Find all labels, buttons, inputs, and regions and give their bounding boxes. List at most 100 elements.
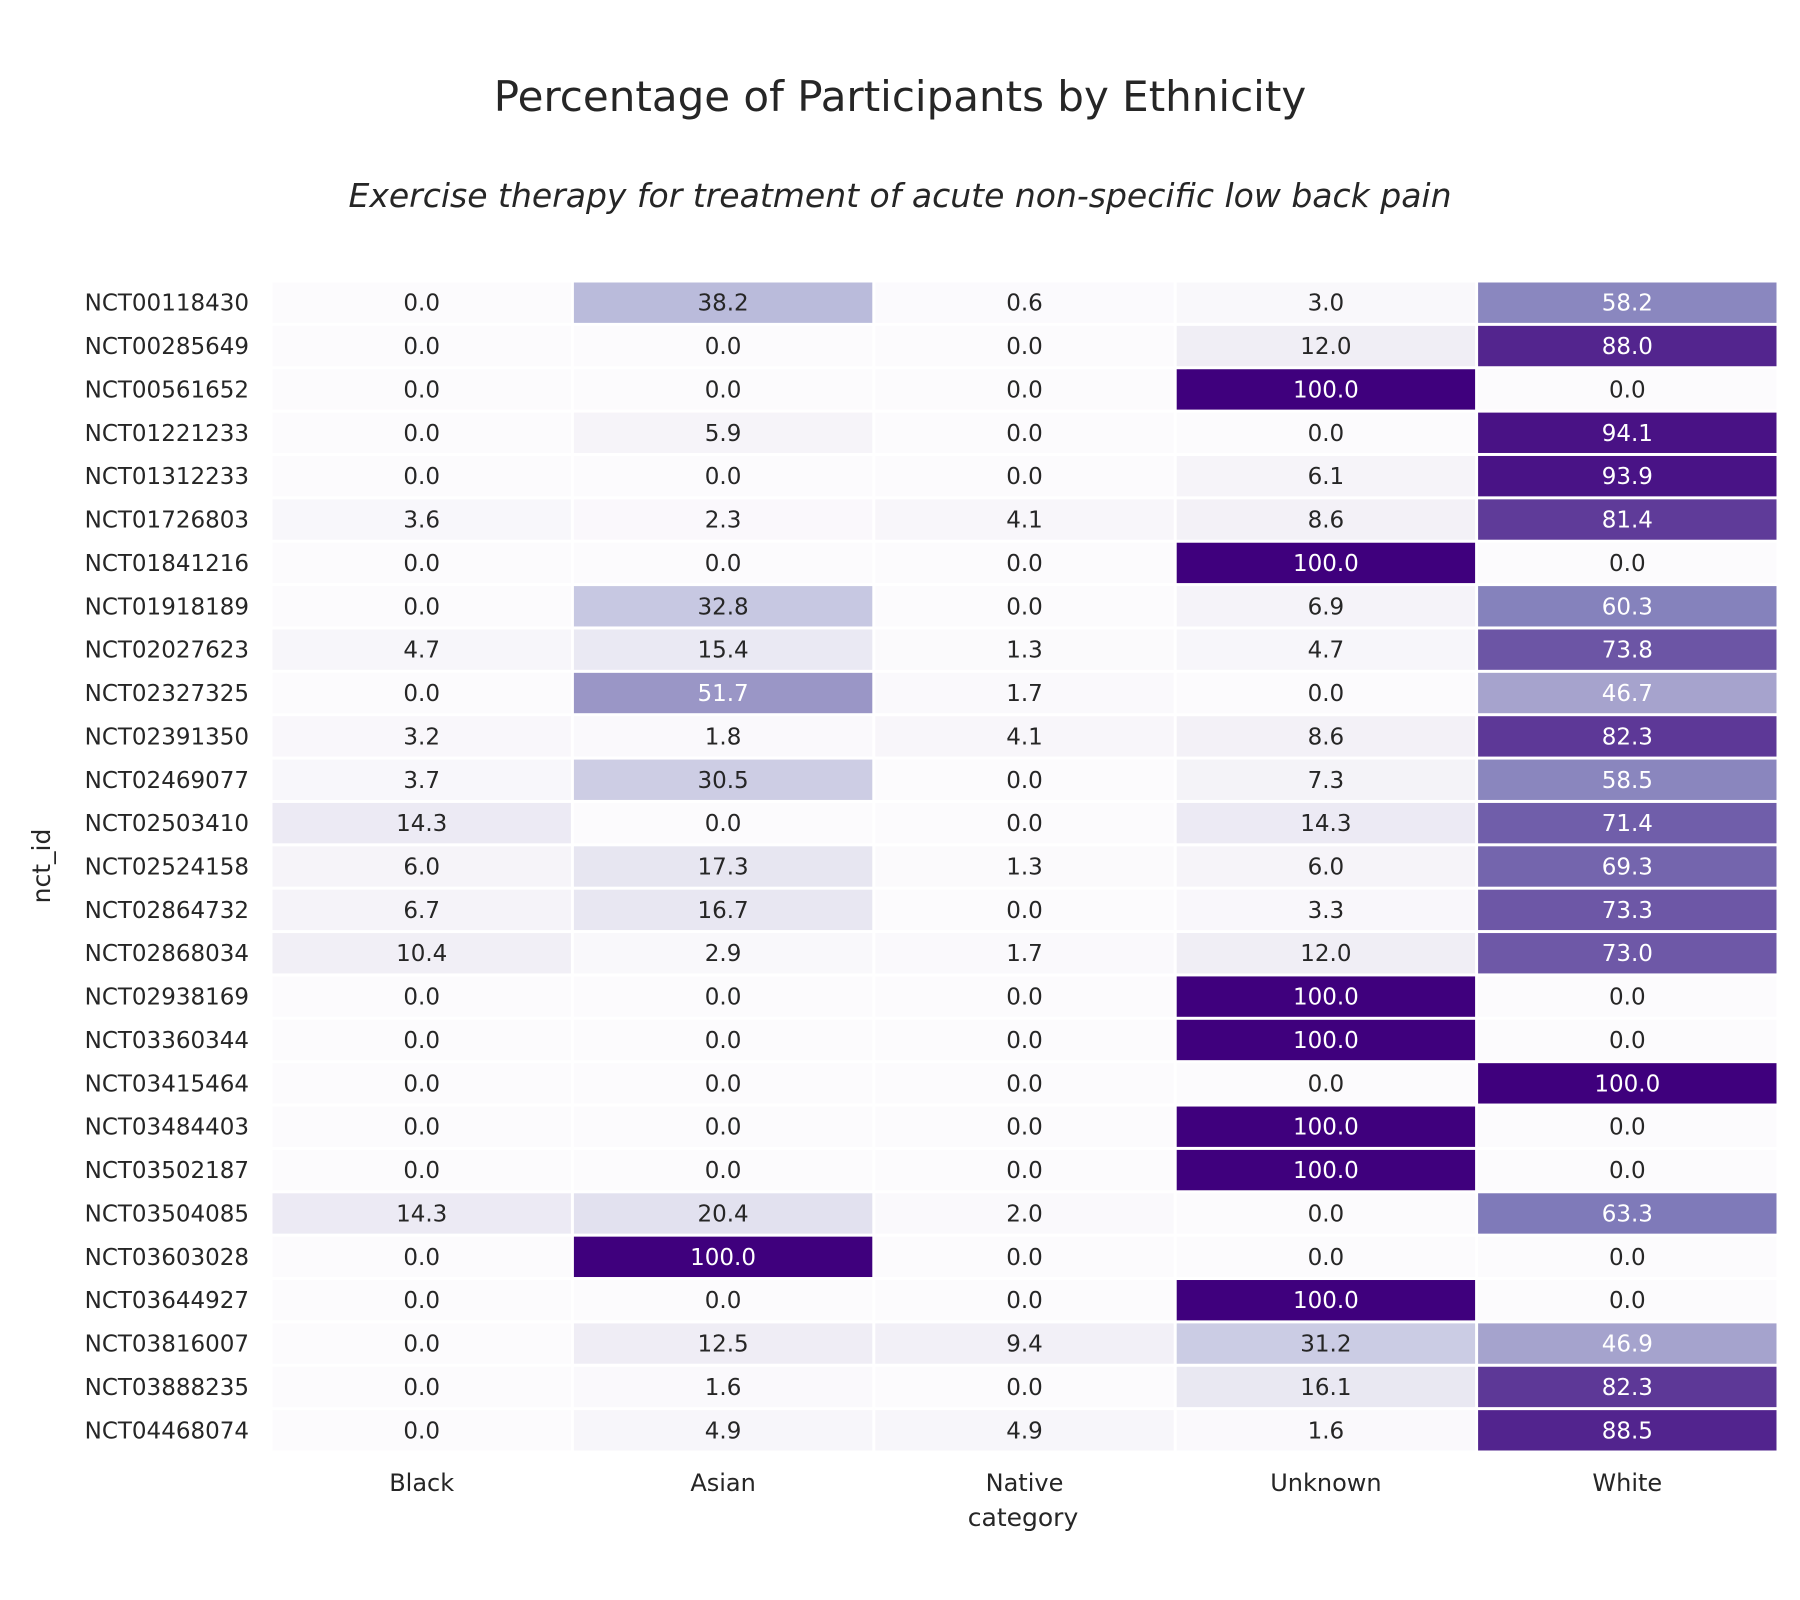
heatmap-cell [875,1063,1174,1104]
heatmap-cell [875,499,1174,540]
row-label: NCT04468074 [85,1418,249,1444]
heatmap-cell [272,933,571,974]
heatmap-cell [573,1410,873,1451]
heatmap-cell [573,1063,873,1104]
row-label: NCT03644927 [85,1288,249,1314]
row-label: NCT02864732 [85,898,249,924]
cell-value-label: 3.0 [1308,291,1345,317]
heatmap-cell [1478,586,1777,627]
row-label: NCT01841216 [85,551,249,577]
heatmap-cell [1176,672,1476,714]
row-labels: NCT00118430 NCT00285649 NCT00561652 NCT0122… [85,291,249,1445]
heatmap-cell [875,412,1174,453]
cell-value-label: 0.0 [1006,1071,1043,1097]
cell-value-label: 88.5 [1602,1418,1653,1444]
cell-value-label: 3.2 [403,724,440,750]
cell-value-label: 9.4 [1006,1332,1043,1358]
heatmap-cell [1478,933,1777,974]
x-axis-label: category [968,1503,1079,1532]
heatmap-cell [573,802,873,844]
row-label: NCT03603028 [85,1245,249,1271]
heatmap-cell [1176,976,1476,1017]
cell-value-label: 0.0 [1006,1375,1043,1401]
cell-value-label: 0.0 [403,1071,440,1097]
cell-value-label: 0.0 [1609,985,1646,1011]
cell-value-label: 0.0 [1308,681,1345,707]
heatmap-cell [1478,846,1777,887]
cell-value-label: 31.2 [1300,1332,1351,1358]
heatmap-cell [875,369,1174,410]
cell-value-label: 73.0 [1602,941,1653,967]
row-label: NCT00561652 [85,377,249,403]
heatmap-cell [1176,499,1476,540]
heatmap-cell [1176,1323,1476,1364]
column-label: Asian [690,1469,756,1497]
heatmap-cell [272,455,571,497]
heatmap-cell [875,282,1174,323]
heatmap-cell [875,542,1174,584]
heatmap-cell [272,1149,571,1191]
cell-value-label: 0.0 [403,1115,440,1141]
heatmap-cell [272,1366,571,1408]
heatmap-cell [1478,1236,1777,1278]
heatmap-cell [1478,412,1777,453]
cell-value-label: 0.0 [1006,1158,1043,1184]
heatmap-cell [875,1019,1174,1061]
column-label: Native [986,1469,1064,1497]
heatmap-cell [1478,672,1777,714]
heatmap-cell [272,369,571,410]
heatmap-cell [875,802,1174,844]
heatmap-cell [272,629,571,670]
heatmap-cell [573,1280,873,1321]
heatmap-cell [1176,889,1476,931]
cell-value-label: 100.0 [1293,1288,1359,1314]
heatmap-cell [272,412,571,453]
heatmap-cell [272,716,571,757]
cell-value-label: 81.4 [1602,508,1653,534]
cell-value-label: 82.3 [1602,724,1653,750]
cell-value-label: 100.0 [1293,551,1359,577]
heatmap-cell [573,499,873,540]
heatmap-cell [573,455,873,497]
heatmap-cell [272,976,571,1017]
heatmap-cell [272,586,571,627]
heatmap-cell [875,1280,1174,1321]
heatmap-cell [272,846,571,887]
column-label: Unknown [1270,1469,1381,1497]
cell-value-label: 0.0 [705,1115,742,1141]
cell-value-label: 1.7 [1006,941,1043,967]
cell-value-label: 0.0 [1609,1028,1646,1054]
cell-value-label: 0.0 [1308,421,1345,447]
heatmap-cell [573,586,873,627]
cell-value-label: 1.8 [705,724,742,750]
cell-value-label: 12.5 [697,1332,748,1358]
heatmap-cell [1478,1106,1777,1147]
row-label: NCT03504085 [85,1201,249,1227]
cell-value-label: 0.0 [705,464,742,490]
heatmap-cell [573,933,873,974]
cell-value-label: 3.3 [1308,898,1345,924]
cell-value-label: 0.0 [1308,1071,1345,1097]
heatmap-cell [875,629,1174,670]
cell-value-label: 17.3 [697,855,748,881]
heatmap-cell [1478,1193,1777,1234]
row-label: NCT02469077 [85,768,249,794]
row-label: NCT03888235 [85,1375,249,1401]
y-axis-label: nct_id [27,829,56,904]
cell-value-label: 3.7 [403,768,440,794]
row-label: NCT03816007 [85,1332,249,1358]
heatmap-cell [1478,1410,1777,1451]
heatmap-cell [875,586,1174,627]
cell-value-label: 6.9 [1308,594,1345,620]
heatmap-cell [1176,1019,1476,1061]
heatmap-cell [1478,542,1777,584]
cell-value-label: 0.0 [1006,768,1043,794]
heatmap-cell [1176,586,1476,627]
heatmap-cell [875,1193,1174,1234]
heatmap-cell [1478,1280,1777,1321]
heatmap-cell [875,759,1174,800]
cell-value-label: 0.0 [1006,898,1043,924]
cell-value-label: 0.0 [1006,985,1043,1011]
cell-value-label: 1.3 [1006,638,1043,664]
cell-value-label: 100.0 [1293,985,1359,1011]
